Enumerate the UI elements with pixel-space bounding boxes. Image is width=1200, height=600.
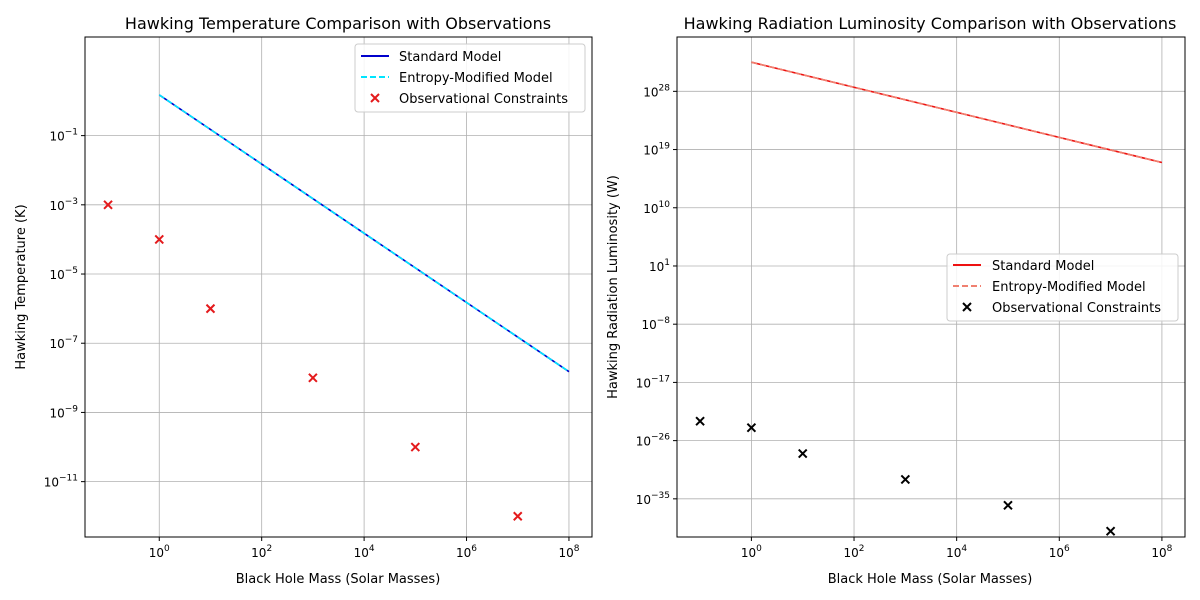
legend-box bbox=[354, 43, 586, 113]
x-tick-label: 108 bbox=[1151, 544, 1172, 560]
line-layer bbox=[158, 94, 570, 373]
tick-layer: 100 102 104 106 108 10−1 10−3 10−5 10−7 10−9 10−11 bbox=[44, 128, 580, 560]
x-tick-label: 102 bbox=[844, 544, 865, 560]
legend-marker-observational-constraints bbox=[962, 302, 972, 312]
y-tick-label: 1028 bbox=[643, 83, 670, 99]
legend-box bbox=[946, 253, 1179, 322]
y-tick-label: 10−9 bbox=[49, 404, 78, 420]
axes-frame bbox=[84, 36, 593, 538]
x-axis-label: Black Hole Mass (Solar Masses) bbox=[828, 572, 1033, 587]
scatter-point-observational-constraints bbox=[1003, 500, 1013, 511]
legend-label-entropy-modified-model: Entropy-Modified Model bbox=[992, 280, 1146, 295]
grid bbox=[85, 37, 592, 537]
y-tick-label: 10−26 bbox=[636, 433, 671, 449]
scatter-point-observational-constraints bbox=[154, 234, 164, 245]
y-tick-label: 101 bbox=[649, 258, 670, 274]
chart-title: Hawking Radiation Luminosity Comparison … bbox=[684, 14, 1177, 33]
scatter-layer bbox=[695, 416, 1116, 536]
legend-label-observational-constraints: Observational Constraints bbox=[992, 301, 1161, 316]
y-tick-label: 10−3 bbox=[49, 197, 78, 213]
y-tick-label: 10−35 bbox=[636, 491, 670, 507]
x-tick-label: 102 bbox=[251, 544, 272, 560]
x-tick-label: 104 bbox=[946, 544, 967, 560]
legend-label-observational-constraints: Observational Constraints bbox=[399, 92, 568, 107]
x-tick-label: 106 bbox=[1049, 544, 1070, 560]
scatter-point-observational-constraints bbox=[513, 511, 523, 521]
x-tick-label: 100 bbox=[149, 544, 170, 560]
x-tick-label: 100 bbox=[741, 544, 762, 560]
scatter-point-observational-constraints bbox=[1105, 526, 1116, 536]
scatter-point-observational-constraints bbox=[308, 373, 318, 383]
line-layer bbox=[751, 61, 1163, 164]
y-tick-label: 10−1 bbox=[49, 128, 78, 144]
legend-label-entropy-modified-model: Entropy-Modified Model bbox=[399, 71, 553, 86]
y-axis-label: Hawking Temperature (K) bbox=[14, 204, 29, 369]
luminosity-panel: Hawking Radiation Luminosity Comparison … bbox=[606, 14, 1186, 587]
legend-marker-observational-constraints bbox=[370, 93, 380, 103]
scatter-point-observational-constraints bbox=[205, 303, 216, 314]
scatter-layer bbox=[103, 200, 523, 521]
legend: Standard Model Entropy-Modified Model Ob… bbox=[946, 253, 1179, 322]
y-tick-label: 10−17 bbox=[636, 374, 670, 390]
x-tick-label: 104 bbox=[354, 544, 375, 560]
temperature-panel: Hawking Temperature Comparison with Obse… bbox=[14, 14, 593, 587]
chart-title: Hawking Temperature Comparison with Obse… bbox=[125, 14, 551, 33]
series-line-entropy-modified-model bbox=[751, 61, 1163, 164]
y-tick-label: 10−5 bbox=[49, 266, 78, 282]
scatter-point-observational-constraints bbox=[746, 422, 757, 433]
scatter-point-observational-constraints bbox=[410, 442, 421, 452]
tick-layer: 100 102 104 106 108 1028 1019 1010 101 10−8 10−17 1… bbox=[636, 83, 1173, 560]
x-axis-label: Black Hole Mass (Solar Masses) bbox=[236, 572, 441, 587]
y-tick-label: 10−11 bbox=[44, 474, 78, 490]
x-tick-label: 108 bbox=[558, 544, 579, 560]
axes-frame bbox=[676, 36, 1186, 538]
scatter-point-observational-constraints bbox=[103, 200, 113, 210]
x-tick-label: 106 bbox=[456, 544, 477, 560]
y-tick-label: 1019 bbox=[643, 142, 670, 158]
scatter-point-observational-constraints bbox=[695, 416, 705, 426]
scatter-point-observational-constraints bbox=[798, 448, 808, 459]
series-line-entropy-modified-model bbox=[158, 94, 570, 373]
y-tick-label: 10−7 bbox=[49, 335, 78, 351]
legend: Standard Model Entropy-Modified Model Ob… bbox=[354, 43, 586, 113]
scatter-point-observational-constraints bbox=[900, 474, 911, 485]
y-axis-label: Hawking Radiation Luminosity (W) bbox=[606, 175, 621, 399]
y-tick-label: 10−8 bbox=[641, 316, 670, 332]
legend-label-standard-model: Standard Model bbox=[992, 259, 1094, 274]
y-tick-label: 1010 bbox=[643, 200, 670, 216]
legend-label-standard-model: Standard Model bbox=[399, 50, 501, 65]
